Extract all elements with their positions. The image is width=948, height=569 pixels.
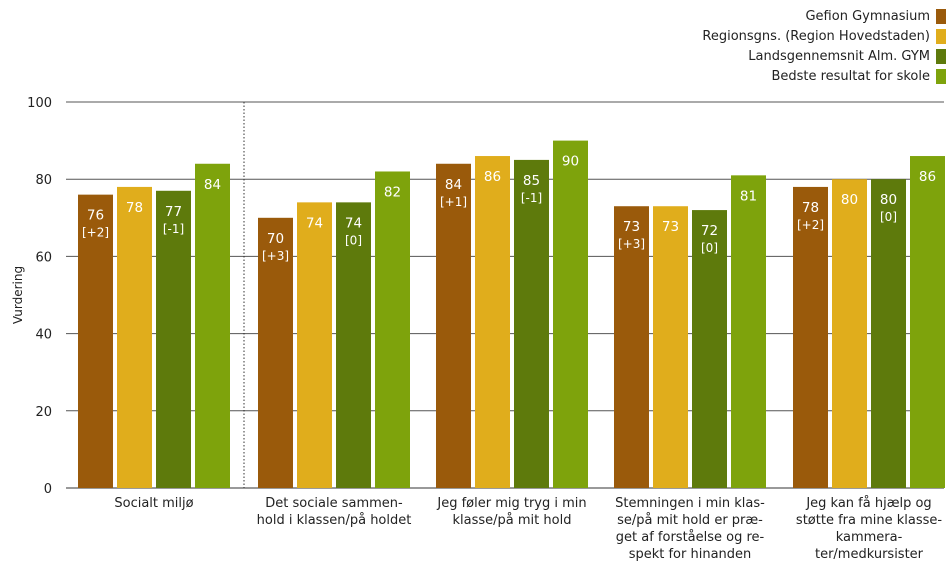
data-label: 81 (740, 188, 757, 204)
data-label: 84 (445, 177, 462, 193)
x-tick-label: Jeg kan få hjælp og (805, 496, 931, 511)
data-label: 84 (204, 177, 221, 193)
y-tick-label: 60 (35, 250, 52, 265)
legend-entry: Regionsgns. (Region Hovedstaden) (702, 29, 930, 44)
data-diff-label: [0] (345, 233, 362, 247)
bar (553, 140, 588, 488)
y-tick-label: 0 (44, 482, 52, 497)
bar (514, 159, 549, 488)
x-tick-label: Socialt miljø (114, 496, 193, 511)
data-diff-label: [-1] (521, 191, 542, 205)
bar (910, 156, 945, 489)
data-label: 78 (126, 200, 143, 216)
data-label: 70 (267, 231, 284, 247)
legend-entry: Landsgennemsnit Alm. GYM (748, 49, 930, 64)
bar (195, 163, 230, 488)
bar (117, 186, 152, 489)
data-label: 90 (562, 154, 579, 170)
data-label: 85 (523, 173, 540, 189)
data-diff-label: [+1] (440, 195, 467, 209)
data-diff-label: [0] (880, 210, 897, 224)
bar (793, 186, 828, 489)
legend-entry: Gefion Gymnasium (805, 9, 930, 24)
bar (78, 194, 113, 488)
data-label: 74 (306, 215, 323, 231)
bar (653, 206, 688, 488)
legend-swatch (936, 69, 946, 84)
data-diff-label: [-1] (163, 222, 184, 236)
x-tick-label: se/på mit hold er præ- (617, 513, 763, 528)
x-tick-label: Det sociale sammen- (265, 496, 403, 511)
x-tick-label: spekt for hinanden (629, 547, 752, 562)
bar (436, 163, 471, 488)
bar (258, 217, 293, 489)
bar (475, 156, 510, 489)
x-tick-label: kammera- (836, 530, 903, 545)
data-label: 77 (165, 204, 182, 220)
bar (871, 179, 906, 488)
legend-swatch (936, 29, 946, 44)
data-label: 76 (87, 208, 104, 224)
y-axis-title: Vurdering (11, 266, 25, 324)
data-label: 80 (880, 192, 897, 208)
x-tick-label: hold i klassen/på holdet (257, 513, 412, 528)
x-tick-label: Stemningen i min klas- (615, 496, 765, 511)
legend-entry: Bedste resultat for skole (771, 69, 930, 84)
data-label: 86 (484, 169, 501, 185)
bar (375, 171, 410, 489)
x-tick-label: klasse/på mit hold (453, 513, 572, 528)
bar (297, 202, 332, 489)
data-label: 74 (345, 215, 362, 231)
y-tick-label: 20 (35, 405, 52, 420)
bar (832, 179, 867, 488)
bar (692, 210, 727, 488)
x-tick-label: ter/medkursister (815, 547, 924, 562)
y-tick-label: 100 (27, 96, 52, 111)
data-label: 82 (384, 184, 401, 200)
data-label: 73 (623, 219, 640, 235)
data-label: 80 (841, 192, 858, 208)
bar (614, 206, 649, 488)
bar (731, 175, 766, 488)
x-tick-label: get af forståelse og re- (616, 530, 765, 545)
data-diff-label: [0] (701, 241, 718, 255)
legend-swatch (936, 9, 946, 24)
y-tick-label: 40 (35, 328, 52, 343)
data-diff-label: [+2] (82, 226, 109, 240)
x-tick-label: støtte fra mine klasse- (796, 513, 942, 528)
legend-swatch (936, 49, 946, 64)
data-diff-label: [+2] (797, 218, 824, 232)
data-label: 73 (662, 219, 679, 235)
bar (336, 202, 371, 489)
data-diff-label: [+3] (618, 237, 645, 251)
y-tick-label: 80 (35, 173, 52, 188)
data-label: 86 (919, 169, 936, 185)
data-diff-label: [+3] (262, 249, 289, 263)
data-label: 72 (701, 223, 718, 239)
x-tick-label: Jeg føler mig tryg i min (436, 496, 586, 511)
bar (156, 190, 191, 488)
data-label: 78 (802, 200, 819, 216)
